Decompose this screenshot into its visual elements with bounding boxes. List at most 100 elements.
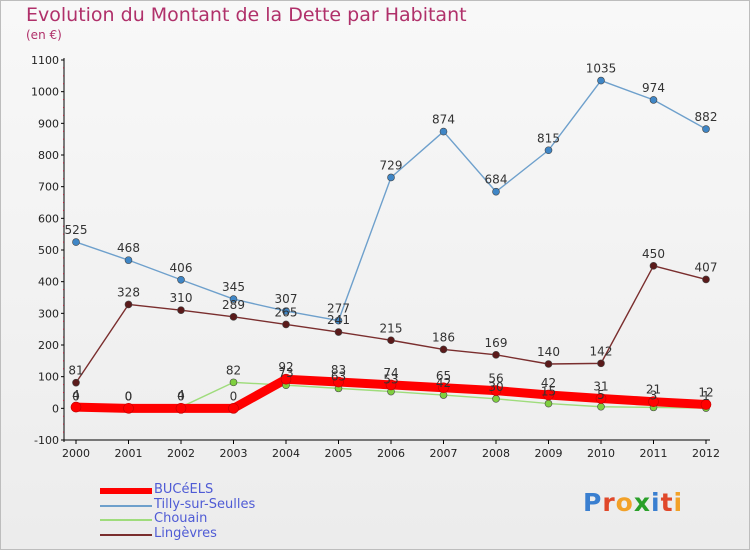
y-tick-label: 100 [38, 371, 59, 384]
data-point [649, 96, 658, 104]
data-point [229, 313, 238, 321]
data-point [229, 378, 238, 387]
chart-series-lines [75, 79, 707, 413]
data-label: 0 [230, 389, 238, 403]
data-label: 21 [646, 383, 661, 397]
data-label: 0 [125, 389, 133, 403]
y-tick-label: 600 [38, 212, 59, 225]
data-label: 0 [125, 389, 133, 403]
data-label: 310 [170, 291, 193, 305]
data-label: 1 [702, 389, 710, 403]
legend-swatch-chouain [100, 519, 152, 521]
series-line [75, 79, 707, 322]
x-tick-label: 2007 [430, 447, 458, 460]
data-label: 31 [593, 380, 608, 394]
chart-subtitle: (en €) [26, 28, 62, 42]
data-label: 277 [327, 302, 350, 316]
data-point [702, 275, 710, 284]
data-label: 73 [278, 366, 293, 380]
data-point [175, 403, 187, 414]
chart-axes: -100010020030040050060070080090010001100… [31, 54, 720, 460]
data-point [280, 373, 292, 385]
y-tick-label: 800 [38, 149, 59, 162]
legend-label: Tilly-sur-Seulles [154, 496, 256, 512]
data-point [544, 399, 553, 408]
data-label: 81 [68, 364, 83, 378]
logo-letter: r [602, 488, 616, 517]
data-label: 83 [331, 363, 346, 377]
legend-swatch-bucéels [100, 488, 152, 494]
x-tick-label: 2011 [640, 447, 668, 460]
data-point [544, 360, 553, 368]
y-tick-label: 900 [38, 117, 59, 130]
data-point [385, 379, 397, 391]
data-point [702, 125, 710, 133]
data-point [597, 359, 605, 368]
data-point [70, 401, 82, 413]
data-point [492, 395, 500, 403]
y-tick-label: 500 [38, 244, 59, 257]
data-point [123, 403, 134, 414]
data-label: 92 [278, 360, 293, 374]
legend-label: Lingèvres [154, 525, 217, 541]
data-point [72, 378, 80, 387]
chart-title: Evolution du Montant de la Dette par Hab… [26, 4, 467, 26]
x-tick-label: 2012 [692, 447, 720, 460]
data-label: 241 [327, 313, 350, 327]
chart-data-labels: 5254684063453072777298746848151035974882… [65, 62, 718, 404]
data-label: 3 [650, 388, 658, 402]
logo-letter: P [583, 488, 603, 517]
logo-letter: t [660, 488, 674, 517]
data-label: 56 [488, 372, 503, 386]
data-label: 525 [65, 223, 88, 237]
data-point [177, 275, 185, 284]
logo-letter: i [673, 488, 684, 517]
x-tick-label: 2004 [272, 447, 300, 460]
data-label: 82 [226, 363, 241, 377]
chart-data-points [70, 76, 712, 414]
data-point [177, 306, 185, 314]
data-point [124, 300, 133, 309]
data-label: 74 [383, 366, 398, 380]
data-label: 42 [436, 376, 451, 390]
data-label: 407 [695, 260, 718, 274]
data-point [439, 345, 448, 354]
data-label: 186 [432, 330, 455, 344]
data-label: 0 [72, 389, 80, 403]
data-point [490, 385, 502, 396]
data-point [439, 127, 448, 136]
data-point [492, 351, 500, 359]
data-point [597, 76, 605, 85]
data-point [282, 320, 290, 329]
y-tick-label: 0 [52, 402, 59, 415]
data-label: 684 [485, 173, 508, 187]
data-label: 4 [72, 388, 80, 402]
data-label: 140 [537, 345, 560, 359]
data-label: 874 [432, 113, 455, 127]
x-tick-label: 2003 [220, 447, 248, 460]
data-point [229, 295, 238, 303]
data-label: 12 [698, 386, 713, 400]
data-point [543, 389, 554, 401]
data-label: 468 [117, 241, 140, 255]
data-label: 450 [642, 247, 665, 261]
data-point [72, 238, 80, 246]
data-label: 5 [597, 388, 605, 402]
data-point [228, 403, 239, 414]
y-tick-label: 1100 [31, 54, 59, 67]
data-label: 42 [541, 376, 556, 390]
y-tick-label: 200 [38, 339, 59, 352]
data-point [333, 376, 344, 388]
data-point [334, 328, 343, 336]
y-tick-label: 400 [38, 276, 59, 289]
x-tick-label: 2001 [115, 447, 143, 460]
data-point [492, 187, 500, 196]
legend-label: Chouain [154, 511, 208, 526]
data-label: 345 [222, 280, 245, 294]
legend-label: BUCéELS [154, 482, 214, 497]
data-point [387, 173, 395, 182]
data-point [438, 382, 449, 394]
y-tick-label: 1000 [31, 86, 59, 99]
logo-letter: i [651, 488, 661, 517]
